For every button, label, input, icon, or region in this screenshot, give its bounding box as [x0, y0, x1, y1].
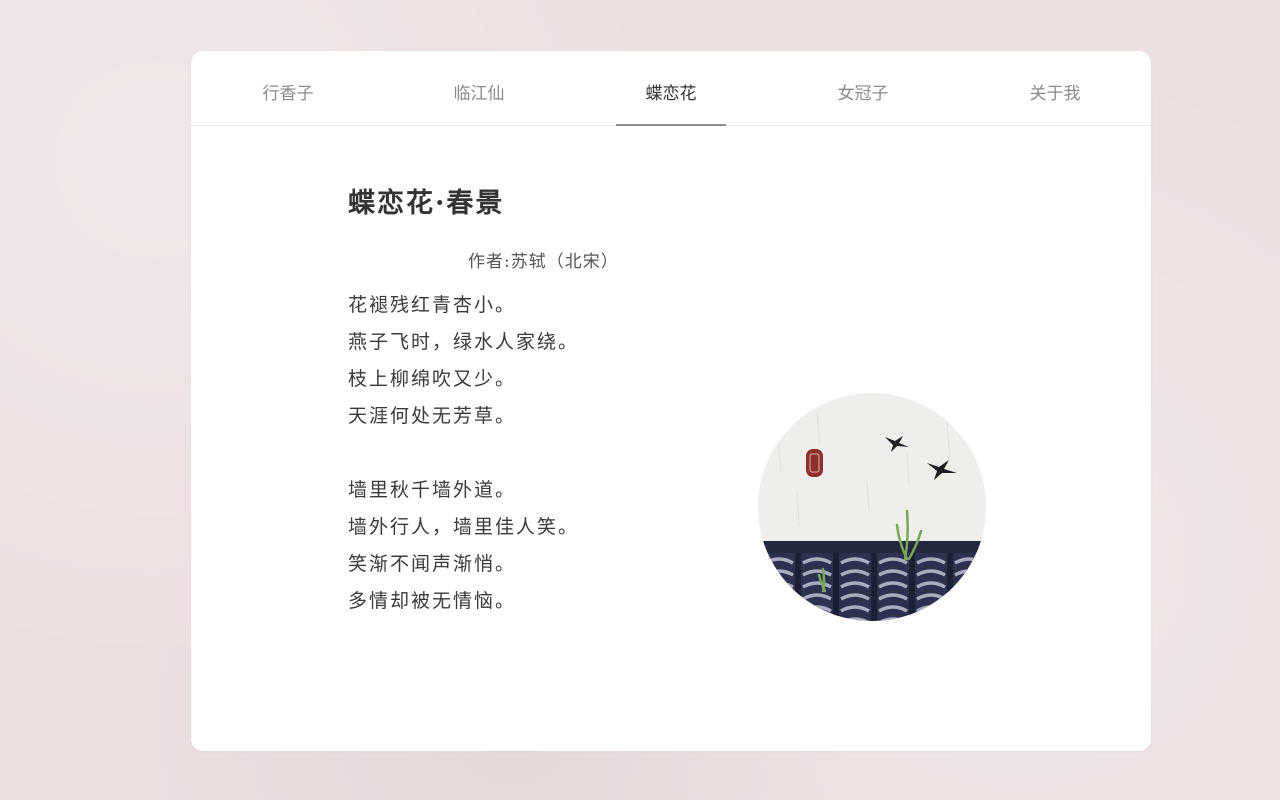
poem-line: 花褪残红青杏小。 — [348, 294, 517, 316]
poem-author: 作者:苏轼（北宋） — [468, 252, 619, 272]
stanza-divider — [348, 435, 748, 472]
swallow-icon — [885, 436, 957, 480]
poem-line: 燕子飞时，绿水人家绕。 — [348, 331, 580, 353]
tab-about-me[interactable]: 关于我 — [1029, 84, 1081, 104]
poem-content: 蝶恋花·春景 作者:苏轼（北宋） 花褪残红青杏小。 燕子飞时，绿水人家绕。 枝上… — [348, 181, 748, 620]
poem-body: 花褪残红青杏小。 燕子飞时，绿水人家绕。 枝上柳绵吹又少。 天涯何处无芳草。 墙… — [348, 287, 748, 620]
tab-linjiangxian[interactable]: 临江仙 — [453, 84, 505, 104]
poem-title: 蝶恋花·春景 — [348, 188, 505, 219]
tab-dielianhua[interactable]: 蝶恋花 — [616, 51, 726, 126]
poem-line: 笑渐不闻声渐悄。 — [348, 553, 517, 575]
poem-card: 行香子 临江仙 蝶恋花 女冠子 关于我 蝶恋花·春景 作者:苏轼（北宋） 花褪残… — [191, 51, 1151, 751]
poem-line: 墙外行人，墙里佳人笑。 — [348, 516, 580, 538]
poem-line: 天涯何处无芳草。 — [348, 405, 517, 427]
grass-icon — [817, 509, 923, 593]
tab-xingxiangzi[interactable]: 行香子 — [262, 84, 314, 104]
poem-line: 墙里秋千墙外道。 — [348, 479, 517, 501]
poem-line: 枝上柳绵吹又少。 — [348, 368, 517, 390]
swallows-roof-tiles-illustration — [757, 391, 987, 623]
seal-stamp-icon — [806, 449, 823, 477]
tab-nvguanzi[interactable]: 女冠子 — [837, 84, 889, 104]
tab-bar: 行香子 临江仙 蝶恋花 女冠子 关于我 — [191, 51, 1151, 126]
poem-line: 多情却被无情恼。 — [348, 590, 517, 612]
